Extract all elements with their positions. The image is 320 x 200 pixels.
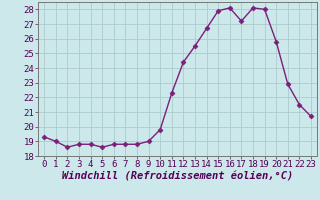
X-axis label: Windchill (Refroidissement éolien,°C): Windchill (Refroidissement éolien,°C) [62, 172, 293, 182]
